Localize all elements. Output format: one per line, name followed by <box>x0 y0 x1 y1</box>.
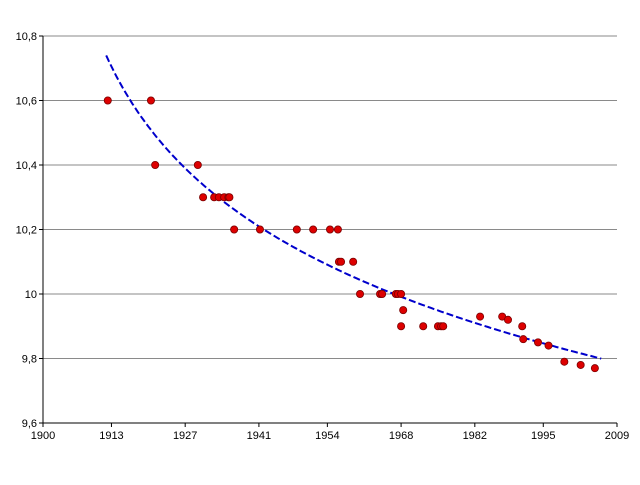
x-tick-label: 1900 <box>31 430 55 442</box>
data-point <box>146 96 155 105</box>
grid-lines <box>43 35 617 359</box>
x-tick-label: 1968 <box>389 430 413 442</box>
x-tick-labels: 1900 1913 1927 1941 1954 1968 1982 1995 2009 <box>31 430 629 442</box>
y-tick-label: 10,8 <box>16 31 37 43</box>
y-tick-labels: 9,6 9,8 10 10,2 10,4 10,6 10,8 <box>16 31 37 430</box>
data-point <box>103 96 112 105</box>
axes <box>39 35 618 427</box>
x-tick-label: 1954 <box>315 430 339 442</box>
data-point <box>397 322 406 331</box>
data-point <box>230 225 239 234</box>
x-tick-label: 1927 <box>173 430 197 442</box>
x-tick-label: 1995 <box>531 430 555 442</box>
data-point <box>199 193 208 202</box>
trendline <box>105 54 602 360</box>
x-tick-label: 1913 <box>99 430 123 442</box>
data-point <box>576 360 585 369</box>
x-tick-label: 1941 <box>247 430 271 442</box>
data-point <box>333 225 342 234</box>
data-point <box>225 193 234 202</box>
data-point <box>518 322 527 331</box>
x-tick-label: 2009 <box>605 430 629 442</box>
data-point <box>544 341 553 350</box>
data-point <box>292 225 301 234</box>
data-point <box>325 225 334 234</box>
data-point <box>590 364 599 373</box>
data-point <box>560 357 569 366</box>
data-points <box>103 96 599 373</box>
x-tick-label: 1982 <box>463 430 487 442</box>
data-point <box>309 225 318 234</box>
data-point <box>378 289 387 298</box>
y-tick-label: 9,8 <box>22 354 37 366</box>
data-point <box>439 322 448 331</box>
data-point <box>399 306 408 315</box>
data-point <box>476 312 485 321</box>
data-point <box>356 289 365 298</box>
data-point <box>419 322 428 331</box>
y-tick-label: 10,2 <box>16 225 37 237</box>
data-point <box>255 225 264 234</box>
y-tick-label: 10,6 <box>16 96 37 108</box>
y-tick-label: 9,6 <box>22 418 37 430</box>
y-tick-label: 10 <box>25 289 37 301</box>
data-point <box>337 257 346 266</box>
data-point <box>534 338 543 347</box>
data-point <box>193 160 202 169</box>
data-point <box>349 257 358 266</box>
data-point <box>519 335 528 344</box>
data-point <box>503 315 512 324</box>
y-tick-label: 10,4 <box>16 160 37 172</box>
data-point <box>397 289 406 298</box>
trendline-path <box>105 54 602 360</box>
data-point <box>151 160 160 169</box>
